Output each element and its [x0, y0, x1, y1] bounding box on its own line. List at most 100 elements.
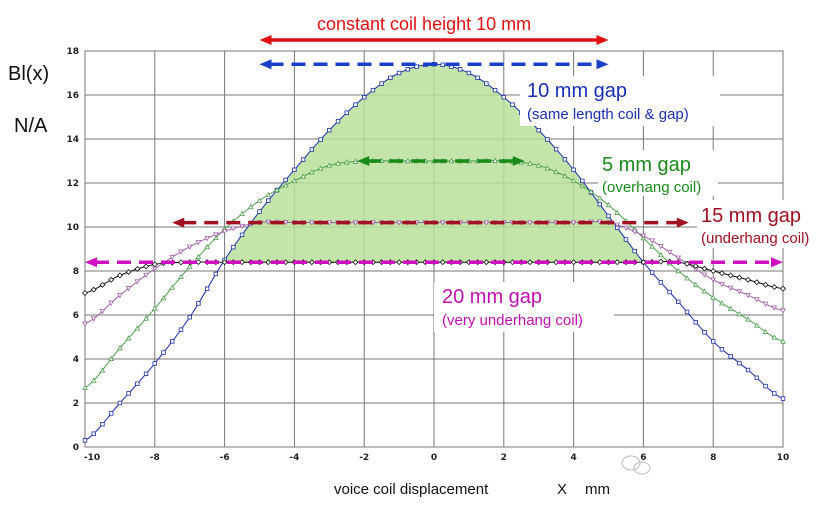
arrow-head-right — [771, 257, 783, 268]
data-point — [274, 186, 280, 193]
data-point — [135, 381, 140, 386]
data-point — [116, 272, 123, 279]
shaded-region — [224, 64, 644, 263]
data-point — [125, 269, 132, 275]
data-point — [675, 267, 682, 274]
data-point — [649, 243, 656, 249]
data-point — [178, 249, 184, 255]
data-point — [247, 203, 254, 210]
data-point — [117, 400, 123, 406]
series-10-mm-gap — [82, 62, 786, 443]
arrow-head-left — [357, 156, 370, 166]
data-point — [143, 263, 150, 270]
arrow-head-right — [596, 59, 609, 70]
data-point — [780, 308, 786, 314]
y-tick-label: 6 — [73, 311, 79, 321]
label-20mm-sub: (very underhang coil) — [442, 312, 583, 329]
data-point — [265, 259, 272, 266]
data-point — [693, 320, 698, 325]
data-point — [300, 157, 306, 162]
data-point — [623, 225, 629, 231]
data-point — [466, 70, 472, 76]
data-point — [658, 280, 664, 285]
data-point — [134, 265, 141, 272]
arrow-head-right — [676, 217, 689, 228]
data-point — [701, 288, 708, 294]
data-point — [631, 229, 638, 235]
data-point — [414, 64, 419, 69]
data-point — [535, 162, 542, 168]
data-point — [527, 220, 533, 226]
data-point — [291, 177, 298, 183]
data-point — [736, 274, 743, 281]
data-point — [327, 127, 332, 133]
arrow-head-left — [85, 257, 97, 268]
arrow-10-mm-gap — [259, 59, 609, 70]
label-20mm: 20 mm gap (very underhang coil) — [434, 282, 614, 332]
arrow-head-right — [512, 156, 525, 166]
data-point — [361, 95, 367, 100]
data-point — [667, 289, 672, 295]
data-point — [544, 165, 551, 171]
label-5mm-title: 5 mm gap — [602, 154, 691, 176]
data-point — [187, 314, 192, 320]
data-point — [143, 315, 149, 321]
arrow-20-mm-gap — [85, 257, 783, 268]
arrow-head-right — [596, 35, 609, 45]
data-point — [90, 316, 97, 322]
data-point — [178, 327, 184, 332]
data-point — [221, 259, 228, 266]
data-point — [352, 158, 359, 164]
arrows — [85, 35, 783, 268]
y-tick-label: 8 — [73, 267, 79, 277]
x-tick-label: -10 — [84, 453, 100, 463]
label-10mm-sub: (same length coil & gap) — [527, 106, 689, 123]
data-point — [370, 87, 376, 93]
data-point — [204, 236, 211, 242]
data-point — [571, 167, 576, 172]
label-5mm: 5 mm gap (overhang coil) — [598, 150, 718, 196]
data-point — [701, 265, 708, 272]
data-point — [771, 334, 778, 340]
data-point — [108, 355, 115, 362]
data-point — [580, 178, 585, 184]
data-point — [719, 300, 725, 306]
data-point — [439, 220, 446, 226]
data-point — [161, 350, 166, 355]
data-point — [745, 367, 751, 373]
data-point — [195, 240, 202, 246]
data-point — [134, 325, 141, 331]
x-tick-label: 0 — [431, 453, 437, 463]
data-point — [545, 137, 550, 142]
data-point — [727, 272, 734, 279]
data-point — [308, 220, 315, 226]
data-point — [527, 160, 533, 166]
data-point — [212, 232, 219, 238]
data-point — [309, 147, 315, 152]
data-point — [562, 157, 568, 162]
data-point — [457, 67, 463, 72]
data-point — [282, 220, 289, 226]
y-tick-label: 18 — [66, 47, 79, 57]
label-20mm-title: 20 mm gap — [442, 286, 542, 308]
data-point — [318, 137, 323, 142]
data-point — [596, 195, 603, 201]
data-point — [710, 277, 717, 283]
data-point — [753, 297, 760, 303]
data-point — [99, 367, 106, 373]
data-point — [100, 421, 105, 427]
data-point — [169, 284, 176, 290]
data-point — [134, 279, 141, 285]
data-point — [108, 411, 114, 416]
x-tick-label: 4 — [570, 453, 576, 463]
data-point — [143, 371, 149, 377]
data-point — [614, 259, 621, 266]
data-point — [649, 238, 656, 244]
data-point — [623, 237, 629, 242]
label-15mm-title: 15 mm gap — [701, 205, 801, 227]
coil-height-label: constant coil height 10 mm — [317, 14, 531, 34]
data-point — [282, 182, 289, 188]
data-point — [510, 102, 515, 107]
data-point — [605, 201, 612, 208]
data-point — [657, 258, 664, 265]
